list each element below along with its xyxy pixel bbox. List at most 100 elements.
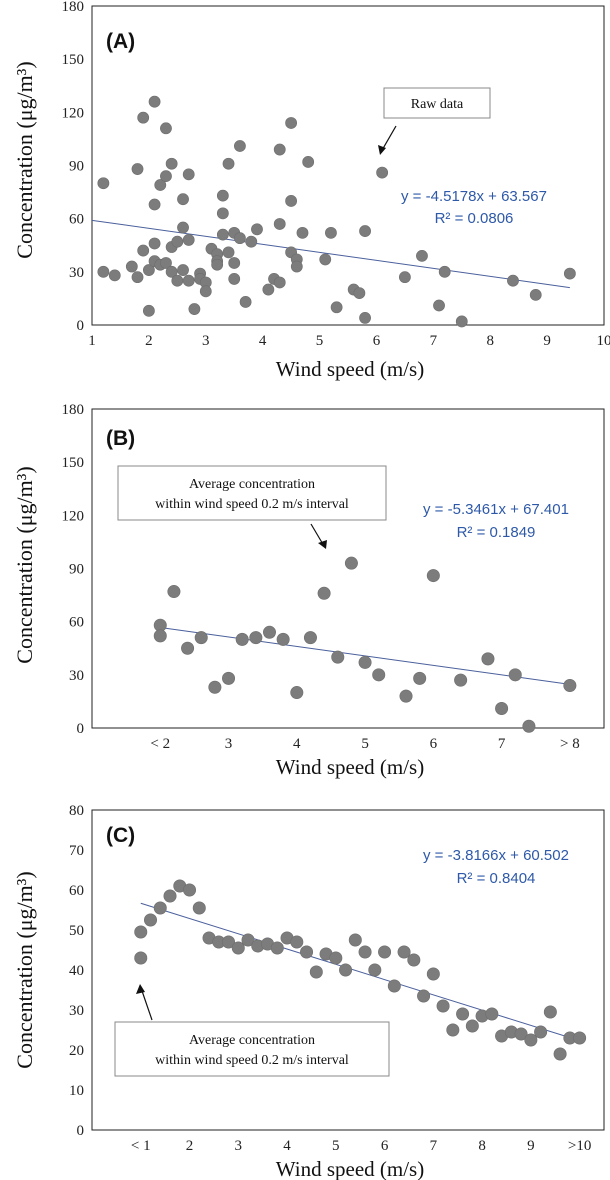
data-point-a <box>455 315 468 328</box>
points-c <box>134 879 587 1061</box>
data-point-b <box>522 719 536 733</box>
data-point-a <box>108 269 121 282</box>
y-ticks-c: 0 10 20 30 40 50 60 70 80 <box>69 803 84 1139</box>
data-point-a <box>182 274 195 287</box>
points-b <box>153 556 577 733</box>
x-tick-label-c: >10 <box>568 1138 591 1154</box>
data-point-b <box>358 655 372 669</box>
callout-text-b-line2: within wind speed 0.2 m/s interval <box>155 497 349 512</box>
data-point-c <box>456 1007 470 1021</box>
data-point-a <box>97 265 110 278</box>
data-point-a <box>273 218 286 230</box>
data-point-c <box>153 901 167 915</box>
x-ticks-b: < 2 3 4 5 6 7 > 8 <box>150 736 579 752</box>
data-point-c <box>134 951 148 965</box>
data-point-c <box>446 1023 460 1037</box>
data-point-a <box>273 276 286 289</box>
data-point-c <box>134 925 148 939</box>
x-tick-label-a: 2 <box>145 333 153 349</box>
data-point-b <box>317 586 331 600</box>
x-tick-label-c: < 1 <box>131 1138 151 1154</box>
data-point-c <box>436 999 450 1013</box>
y-tick-label-a: 90 <box>69 159 84 175</box>
data-point-a <box>222 246 235 259</box>
data-point-c <box>270 941 284 955</box>
data-point-b <box>563 678 577 692</box>
data-point-c <box>231 941 245 955</box>
data-point-a <box>285 195 298 207</box>
data-point-a <box>262 283 275 296</box>
data-point-a <box>177 221 189 234</box>
x-tick-label-b: 6 <box>430 736 438 752</box>
x-tick-label-a: 6 <box>373 333 381 349</box>
x-axis-label-b: Wind speed (m/s) <box>276 755 424 779</box>
data-point-b <box>276 632 290 646</box>
y-ticks-a: 0 30 60 90 120 150 180 <box>62 0 85 334</box>
data-point-c <box>534 1025 548 1039</box>
data-point-a <box>359 312 371 324</box>
data-point-a <box>165 157 178 170</box>
equation-a: y = -4.5178x + 63.567 <box>401 188 547 205</box>
y-tick-label-b: 30 <box>69 668 84 684</box>
data-point-a <box>239 296 252 308</box>
data-point-b <box>495 702 509 716</box>
data-point-a <box>398 271 411 284</box>
x-tick-label-b: < 2 <box>150 736 170 752</box>
data-point-b <box>249 631 263 645</box>
callout-arrowhead-a <box>378 145 386 155</box>
data-point-c <box>192 901 206 915</box>
trendline-c <box>140 902 580 1042</box>
y-tick-label-c: 80 <box>69 803 84 819</box>
callout-box-c <box>114 1021 390 1077</box>
data-point-c <box>144 913 158 927</box>
data-point-a <box>222 157 235 170</box>
data-point-c <box>348 933 362 947</box>
panel-label-b: (B) <box>106 427 135 450</box>
x-tick-label-b: 5 <box>361 736 369 752</box>
x-tick-label-c: 2 <box>186 1138 194 1154</box>
data-point-b <box>481 652 495 666</box>
data-point-b <box>413 671 427 685</box>
data-point-a <box>529 288 542 301</box>
y-tick-label-c: 10 <box>69 1083 84 1099</box>
y-tick-label-c: 60 <box>69 883 84 899</box>
y-tick-label-c: 0 <box>77 1123 85 1139</box>
y-tick-label-c: 30 <box>69 1003 84 1019</box>
x-tick-label-c: 5 <box>332 1138 340 1154</box>
x-tick-label-c: 3 <box>235 1138 243 1154</box>
y-tick-label-c: 50 <box>69 923 84 939</box>
trendline-b-line <box>160 627 570 685</box>
y-tick-label-b: 60 <box>69 615 84 631</box>
x-tick-label-c: 7 <box>430 1138 438 1154</box>
data-point-a <box>216 228 229 241</box>
data-point-a <box>290 260 303 273</box>
data-point-b <box>508 668 522 682</box>
x-tick-label-c: 4 <box>283 1138 291 1154</box>
panel-b: 0 30 60 90 120 150 180 < 2 3 4 5 6 7 > 8 (B) Average… <box>12 402 605 779</box>
data-point-c <box>309 965 323 979</box>
data-point-a <box>131 271 144 284</box>
y-tick-label-c: 70 <box>69 843 84 859</box>
data-point-b <box>372 668 386 682</box>
y-tick-label-a: 30 <box>69 265 84 281</box>
data-point-c <box>465 1019 479 1033</box>
data-point-a <box>325 226 337 239</box>
data-point-a <box>154 179 167 191</box>
plot-frame-b <box>91 408 605 729</box>
data-point-a <box>433 299 445 312</box>
y-tick-label-a: 180 <box>62 0 85 15</box>
x-tick-label-a: 5 <box>316 333 324 349</box>
data-point-b <box>399 689 413 703</box>
y-tick-label-a: 120 <box>62 105 85 121</box>
x-tick-label-b: 4 <box>293 736 301 752</box>
y-axis-label-b: Concentration (μg/m³) <box>12 466 37 663</box>
data-point-b <box>290 686 304 700</box>
plot-frame-c <box>91 809 605 1131</box>
r2-b: R² = 0.1849 <box>457 524 536 541</box>
data-point-a <box>234 140 246 152</box>
data-point-c <box>485 1007 499 1021</box>
y-tick-label-a: 150 <box>62 52 85 68</box>
x-axis-label-a: Wind speed (m/s) <box>276 357 424 381</box>
y-tick-label-b: 90 <box>69 562 84 578</box>
data-point-a <box>216 189 229 202</box>
